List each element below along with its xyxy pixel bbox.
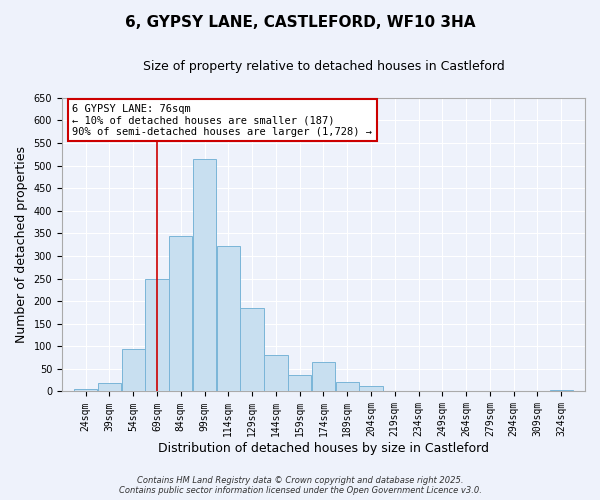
Bar bbox=[217, 246, 240, 392]
Bar bbox=[312, 362, 335, 392]
Bar bbox=[74, 389, 97, 392]
Bar bbox=[98, 384, 121, 392]
Y-axis label: Number of detached properties: Number of detached properties bbox=[15, 146, 28, 343]
Bar bbox=[169, 236, 193, 392]
Bar bbox=[359, 386, 383, 392]
Bar bbox=[550, 390, 573, 392]
Bar bbox=[288, 375, 311, 392]
Bar bbox=[264, 356, 287, 392]
Text: 6, GYPSY LANE, CASTLEFORD, WF10 3HA: 6, GYPSY LANE, CASTLEFORD, WF10 3HA bbox=[125, 15, 475, 30]
Bar bbox=[241, 308, 264, 392]
Text: 6 GYPSY LANE: 76sqm
← 10% of detached houses are smaller (187)
90% of semi-detac: 6 GYPSY LANE: 76sqm ← 10% of detached ho… bbox=[73, 104, 373, 137]
Bar bbox=[122, 348, 145, 392]
Text: Contains HM Land Registry data © Crown copyright and database right 2025.
Contai: Contains HM Land Registry data © Crown c… bbox=[119, 476, 481, 495]
Bar bbox=[193, 159, 216, 392]
Bar bbox=[145, 278, 169, 392]
Title: Size of property relative to detached houses in Castleford: Size of property relative to detached ho… bbox=[143, 60, 505, 73]
Bar bbox=[335, 382, 359, 392]
X-axis label: Distribution of detached houses by size in Castleford: Distribution of detached houses by size … bbox=[158, 442, 489, 455]
